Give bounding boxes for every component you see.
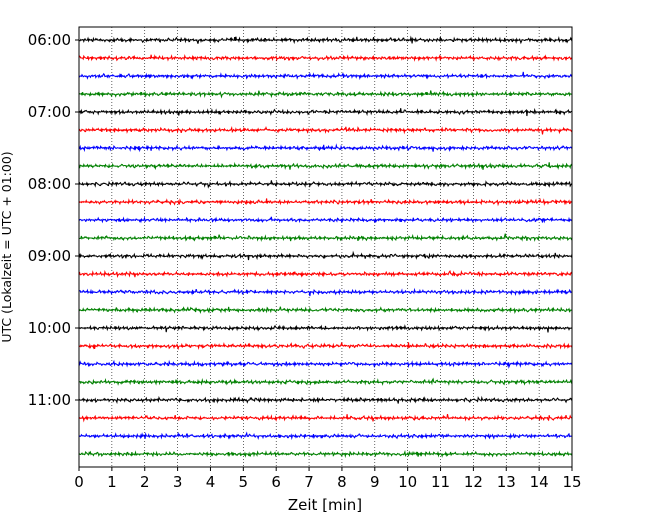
trace-line <box>78 395 573 405</box>
x-tick-label: 3 <box>173 473 183 491</box>
y-tick-label: 06:00 <box>28 31 71 49</box>
trace-line <box>78 180 573 189</box>
trace-line <box>78 53 573 62</box>
seismic-traces <box>78 35 573 459</box>
x-tick-label: 5 <box>239 473 249 491</box>
x-axis-label: Zeit [min] <box>288 496 362 514</box>
y-tick-label: 11:00 <box>28 391 71 409</box>
trace-line <box>78 413 573 423</box>
trace-line <box>78 71 573 81</box>
y-tick-label: 10:00 <box>28 319 71 337</box>
x-tick-label: 15 <box>562 473 581 491</box>
trace-line <box>78 233 573 242</box>
trace-line <box>78 269 573 279</box>
y-axis-label: UTC (Lokalzeit = UTC + 01:00) <box>0 151 14 342</box>
x-tick-label: 8 <box>337 473 347 491</box>
x-tick-label: 1 <box>107 473 117 491</box>
minute-gridlines <box>111 27 540 467</box>
trace-line <box>78 287 573 297</box>
x-tick-label: 11 <box>431 473 450 491</box>
trace-line <box>78 215 573 224</box>
trace-line <box>78 143 573 153</box>
trace-line <box>78 161 573 171</box>
trace-line <box>78 197 573 207</box>
x-tick-label: 0 <box>74 473 84 491</box>
trace-line <box>78 250 573 261</box>
y-tick-label: 07:00 <box>28 103 71 121</box>
x-tick-label: 4 <box>206 473 216 491</box>
x-tick-label: 13 <box>497 473 516 491</box>
x-tick-label: 10 <box>398 473 417 491</box>
x-axis-ticks: 0 1 2 3 4 5 6 7 8 9 10 11 12 13 14 15 <box>74 467 582 491</box>
trace-line <box>78 324 573 333</box>
trace-line <box>78 306 573 315</box>
trace-line <box>78 90 573 99</box>
trace-line <box>78 359 573 369</box>
y-tick-label: 09:00 <box>28 247 71 265</box>
plot-frame <box>78 26 573 468</box>
trace-line <box>78 342 573 351</box>
x-tick-label: 9 <box>370 473 380 491</box>
trace-line <box>78 377 573 386</box>
trace-line <box>78 35 573 45</box>
trace-line <box>78 126 573 135</box>
x-tick-label: 7 <box>304 473 314 491</box>
trace-line <box>78 431 573 441</box>
trace-line <box>79 449 573 459</box>
x-tick-label: 6 <box>271 473 281 491</box>
y-tick-label: 08:00 <box>28 175 71 193</box>
x-tick-label: 2 <box>140 473 150 491</box>
x-tick-label: 14 <box>530 473 549 491</box>
y-axis-ticks: 06:00 07:00 08:00 09:00 10:00 11:00 <box>28 31 79 409</box>
trace-line <box>78 107 573 117</box>
x-tick-label: 12 <box>464 473 483 491</box>
